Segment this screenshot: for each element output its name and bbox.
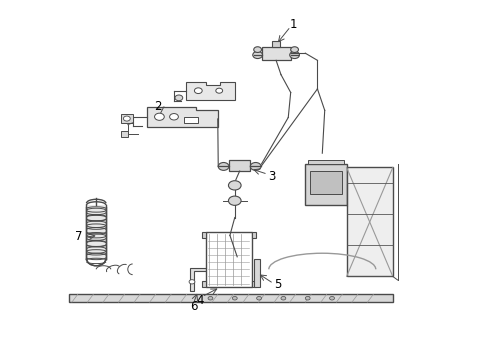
Circle shape (289, 51, 299, 59)
Circle shape (189, 280, 195, 284)
Text: 4: 4 (196, 294, 203, 307)
Circle shape (253, 47, 261, 53)
Circle shape (228, 196, 241, 205)
Bar (272, 41, 280, 47)
Circle shape (218, 162, 228, 170)
Circle shape (175, 95, 183, 101)
Polygon shape (147, 107, 217, 127)
Bar (205, 232, 251, 287)
Text: 1: 1 (289, 18, 296, 31)
Text: 3: 3 (267, 170, 275, 183)
Bar (201, 232, 205, 238)
Bar (228, 160, 250, 171)
Bar (261, 47, 290, 60)
Bar (309, 171, 341, 194)
Circle shape (232, 296, 237, 300)
Circle shape (250, 162, 261, 170)
Bar (307, 159, 344, 164)
Bar (251, 281, 255, 287)
Bar (254, 258, 260, 287)
Text: 6: 6 (189, 300, 197, 313)
Circle shape (305, 296, 309, 300)
Circle shape (194, 88, 202, 94)
Circle shape (123, 116, 130, 121)
Circle shape (215, 88, 222, 93)
Bar (86, 205, 106, 258)
Circle shape (154, 113, 164, 120)
Bar (183, 117, 198, 123)
Circle shape (207, 296, 212, 300)
Text: 2: 2 (154, 100, 162, 113)
Circle shape (290, 47, 298, 53)
Text: 5: 5 (273, 278, 281, 291)
Circle shape (228, 181, 241, 190)
Circle shape (329, 296, 334, 300)
Circle shape (169, 113, 178, 120)
Bar (201, 281, 205, 287)
Circle shape (256, 296, 261, 300)
Bar (305, 164, 346, 205)
Bar (69, 294, 392, 302)
Bar (346, 167, 392, 276)
Bar (251, 232, 255, 238)
Polygon shape (120, 131, 127, 137)
Polygon shape (186, 82, 234, 100)
Polygon shape (190, 268, 206, 291)
Circle shape (281, 296, 285, 300)
Text: 7: 7 (75, 230, 83, 243)
Circle shape (252, 51, 262, 59)
Polygon shape (120, 114, 132, 123)
